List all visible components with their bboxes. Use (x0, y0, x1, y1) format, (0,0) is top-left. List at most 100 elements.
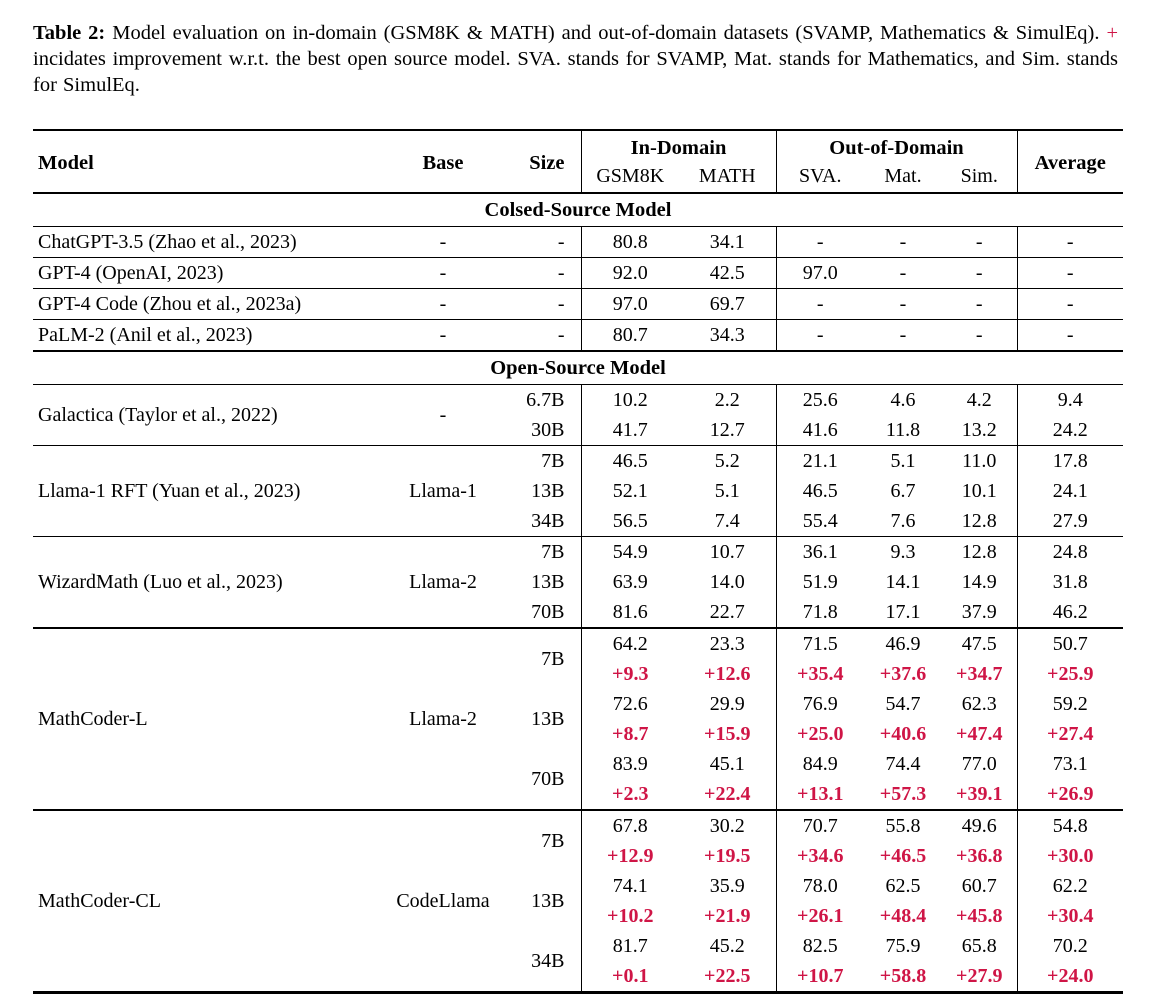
score-cell: 97.0 (775, 257, 864, 289)
table-row: 70B 81.6 22.7 71.8 17.1 37.9 46.2 (33, 597, 1123, 629)
score-cell: 46.9 (864, 627, 942, 660)
table-row: MathCoder-L Llama-2 7B 64.2 23.3 71.5 46.9 47.5… (33, 627, 1123, 811)
score-cell: 70.2 (1016, 931, 1123, 962)
col-header-out-of-domain: Out-of-Domain (775, 130, 1017, 163)
score-cell: 22.7 (709, 601, 745, 624)
score-cell: 67.8 (580, 809, 679, 842)
score-cell: 75.9 (885, 935, 921, 958)
score-cell: - (1016, 226, 1123, 258)
base-model-cell: Llama-2 (373, 536, 513, 629)
improvement-cell: +22.5 (704, 965, 751, 988)
size-cell: - (513, 319, 581, 352)
score-cell: 46.5 (580, 445, 679, 477)
table-row: 13B 52.1 5.1 46.5 6.7 10.1 24.1 (33, 476, 1123, 507)
model-name-cell: MathCoder-L (33, 627, 373, 811)
improvement-cell: +26.1 (775, 901, 864, 932)
score-cell: 29.9 (709, 693, 745, 716)
table-row: Galactica (Taylor et al., 2022) -6.7B 10.2… (33, 384, 1123, 446)
improvement-cell: +12.9 (580, 841, 679, 872)
improvement-cell: +26.9 (1016, 779, 1123, 811)
size-cell: - (513, 226, 581, 258)
score-cell: 17.1 (885, 601, 921, 624)
score-cell: 14.1 (885, 571, 921, 594)
improvement-row: +2.3 +22.4 +13.1 +57.3 +39.1 +26.9 (33, 779, 1123, 811)
score-cell: - (864, 226, 942, 258)
base-model-cell: Llama-1 (373, 445, 513, 537)
score-cell: 62.5 (885, 875, 921, 898)
score-cell: 65.8 (961, 935, 997, 958)
table-header: Model Base Size In-Domain Out-of-Domain … (33, 130, 1123, 194)
score-cell: 64.2 (580, 627, 679, 660)
improvement-cell: +0.1 (580, 961, 679, 993)
improvement-row: +0.1 +22.5 +10.7 +58.8 +27.9 +24.0 (33, 961, 1123, 993)
score-cell: 5.2 (679, 445, 776, 477)
improvement-cell: +39.1 (956, 783, 1003, 806)
score-cell: 24.1 (1016, 476, 1123, 507)
score-cell: 12.7 (709, 419, 745, 442)
score-cell: 83.9 (580, 749, 679, 780)
score-cell: 78.0 (775, 871, 864, 902)
score-cell: 84.9 (775, 749, 864, 780)
score-cell: 46.2 (1016, 597, 1123, 629)
model-name-cell: ChatGPT-3.5 (Zhao et al., 2023) (33, 226, 373, 258)
caption-label: Table 2: (33, 22, 106, 44)
size-cell: 30B (531, 419, 565, 442)
score-cell: 36.1 (775, 536, 864, 568)
improvement-cell: +48.4 (879, 905, 927, 928)
size-cell: 13B (531, 708, 565, 731)
improvement-cell: +21.9 (704, 905, 751, 928)
score-cell: 56.5 (580, 506, 679, 537)
score-cell: - (775, 226, 864, 258)
improvement-cell: +47.4 (956, 723, 1003, 746)
score-cell: 35.9 (709, 875, 745, 898)
score-cell: 17.8 (1016, 445, 1123, 477)
score-cell: 41.7 (580, 415, 679, 446)
model-name-cell: GPT-4 Code (Zhou et al., 2023a) (33, 288, 373, 320)
table-row: WizardMath (Luo et al., 2023) Llama-2 7B 54… (33, 536, 1123, 629)
score-cell: 9.4 (1016, 384, 1123, 416)
col-header-in-domain: In-Domain (580, 130, 776, 163)
size-cell: 7B (513, 445, 581, 477)
results-table: Model Base Size In-Domain Out-of-Domain … (33, 129, 1123, 995)
score-cell: 37.9 (961, 601, 997, 624)
table-row: GPT-4 Code (Zhou et al., 2023a) - -97.0 69.… (33, 288, 1123, 320)
score-cell: 62.2 (1016, 871, 1123, 902)
base-model-cell: - (373, 226, 513, 258)
col-header-sim: Sim. (960, 165, 998, 188)
improvement-cell: +35.4 (775, 659, 864, 690)
model-name-cell: PaLM-2 (Anil et al., 2023) (33, 319, 373, 352)
model-name-cell: WizardMath (Luo et al., 2023) (33, 536, 373, 629)
table-body: Colsed-Source Model ChatGPT-3.5 (Zhao et … (33, 192, 1123, 993)
model-name-cell: Galactica (Taylor et al., 2022) (33, 384, 373, 446)
score-cell: 7.6 (890, 510, 916, 533)
improvement-cell: +30.0 (1016, 841, 1123, 872)
size-cell: 7B (513, 627, 581, 690)
header-row-1: Model Base Size In-Domain Out-of-Domain … (33, 130, 1123, 194)
section-title-row: Open-Source Model (33, 350, 1123, 386)
improvement-cell: +10.2 (580, 901, 679, 932)
score-cell: 13.2 (961, 419, 997, 442)
table-row: 13B 74.1 35.9 78.0 62.5 60.7 62.2 (33, 871, 1123, 912)
score-cell: 49.6 (942, 809, 1017, 842)
model-name-cell: GPT-4 (OpenAI, 2023) (33, 257, 373, 289)
improvement-cell: +30.4 (1016, 901, 1123, 932)
improvement-cell: +10.7 (775, 961, 864, 993)
section-title-row: Colsed-Source Model (33, 192, 1123, 228)
score-cell: - (864, 288, 942, 320)
col-header-math: MATH (698, 165, 756, 188)
score-cell: - (942, 257, 1017, 289)
score-cell: 77.0 (961, 753, 997, 776)
score-cell: 45.1 (709, 753, 745, 776)
score-cell: - (864, 319, 942, 352)
size-cell: 7B (513, 809, 581, 872)
score-cell: - (1016, 257, 1123, 289)
caption-text-2: incidates improvement w.r.t. the best op… (33, 48, 1118, 97)
table-row: MathCoder-CL CodeLlama 7B 67.8 30.2 70.7 55.8 4… (33, 809, 1123, 993)
improvement-row: +8.7 +15.9 +25.0 +40.6 +47.4 +27.4 (33, 719, 1123, 750)
score-cell: 34.3 (679, 319, 776, 352)
table-row: 34B 56.5 7.4 55.4 7.6 12.8 27.9 (33, 506, 1123, 537)
score-cell: 81.7 (580, 931, 679, 962)
score-cell: 46.5 (775, 476, 864, 507)
size-cell: 34B (531, 950, 565, 973)
improvement-cell: +40.6 (879, 723, 927, 746)
